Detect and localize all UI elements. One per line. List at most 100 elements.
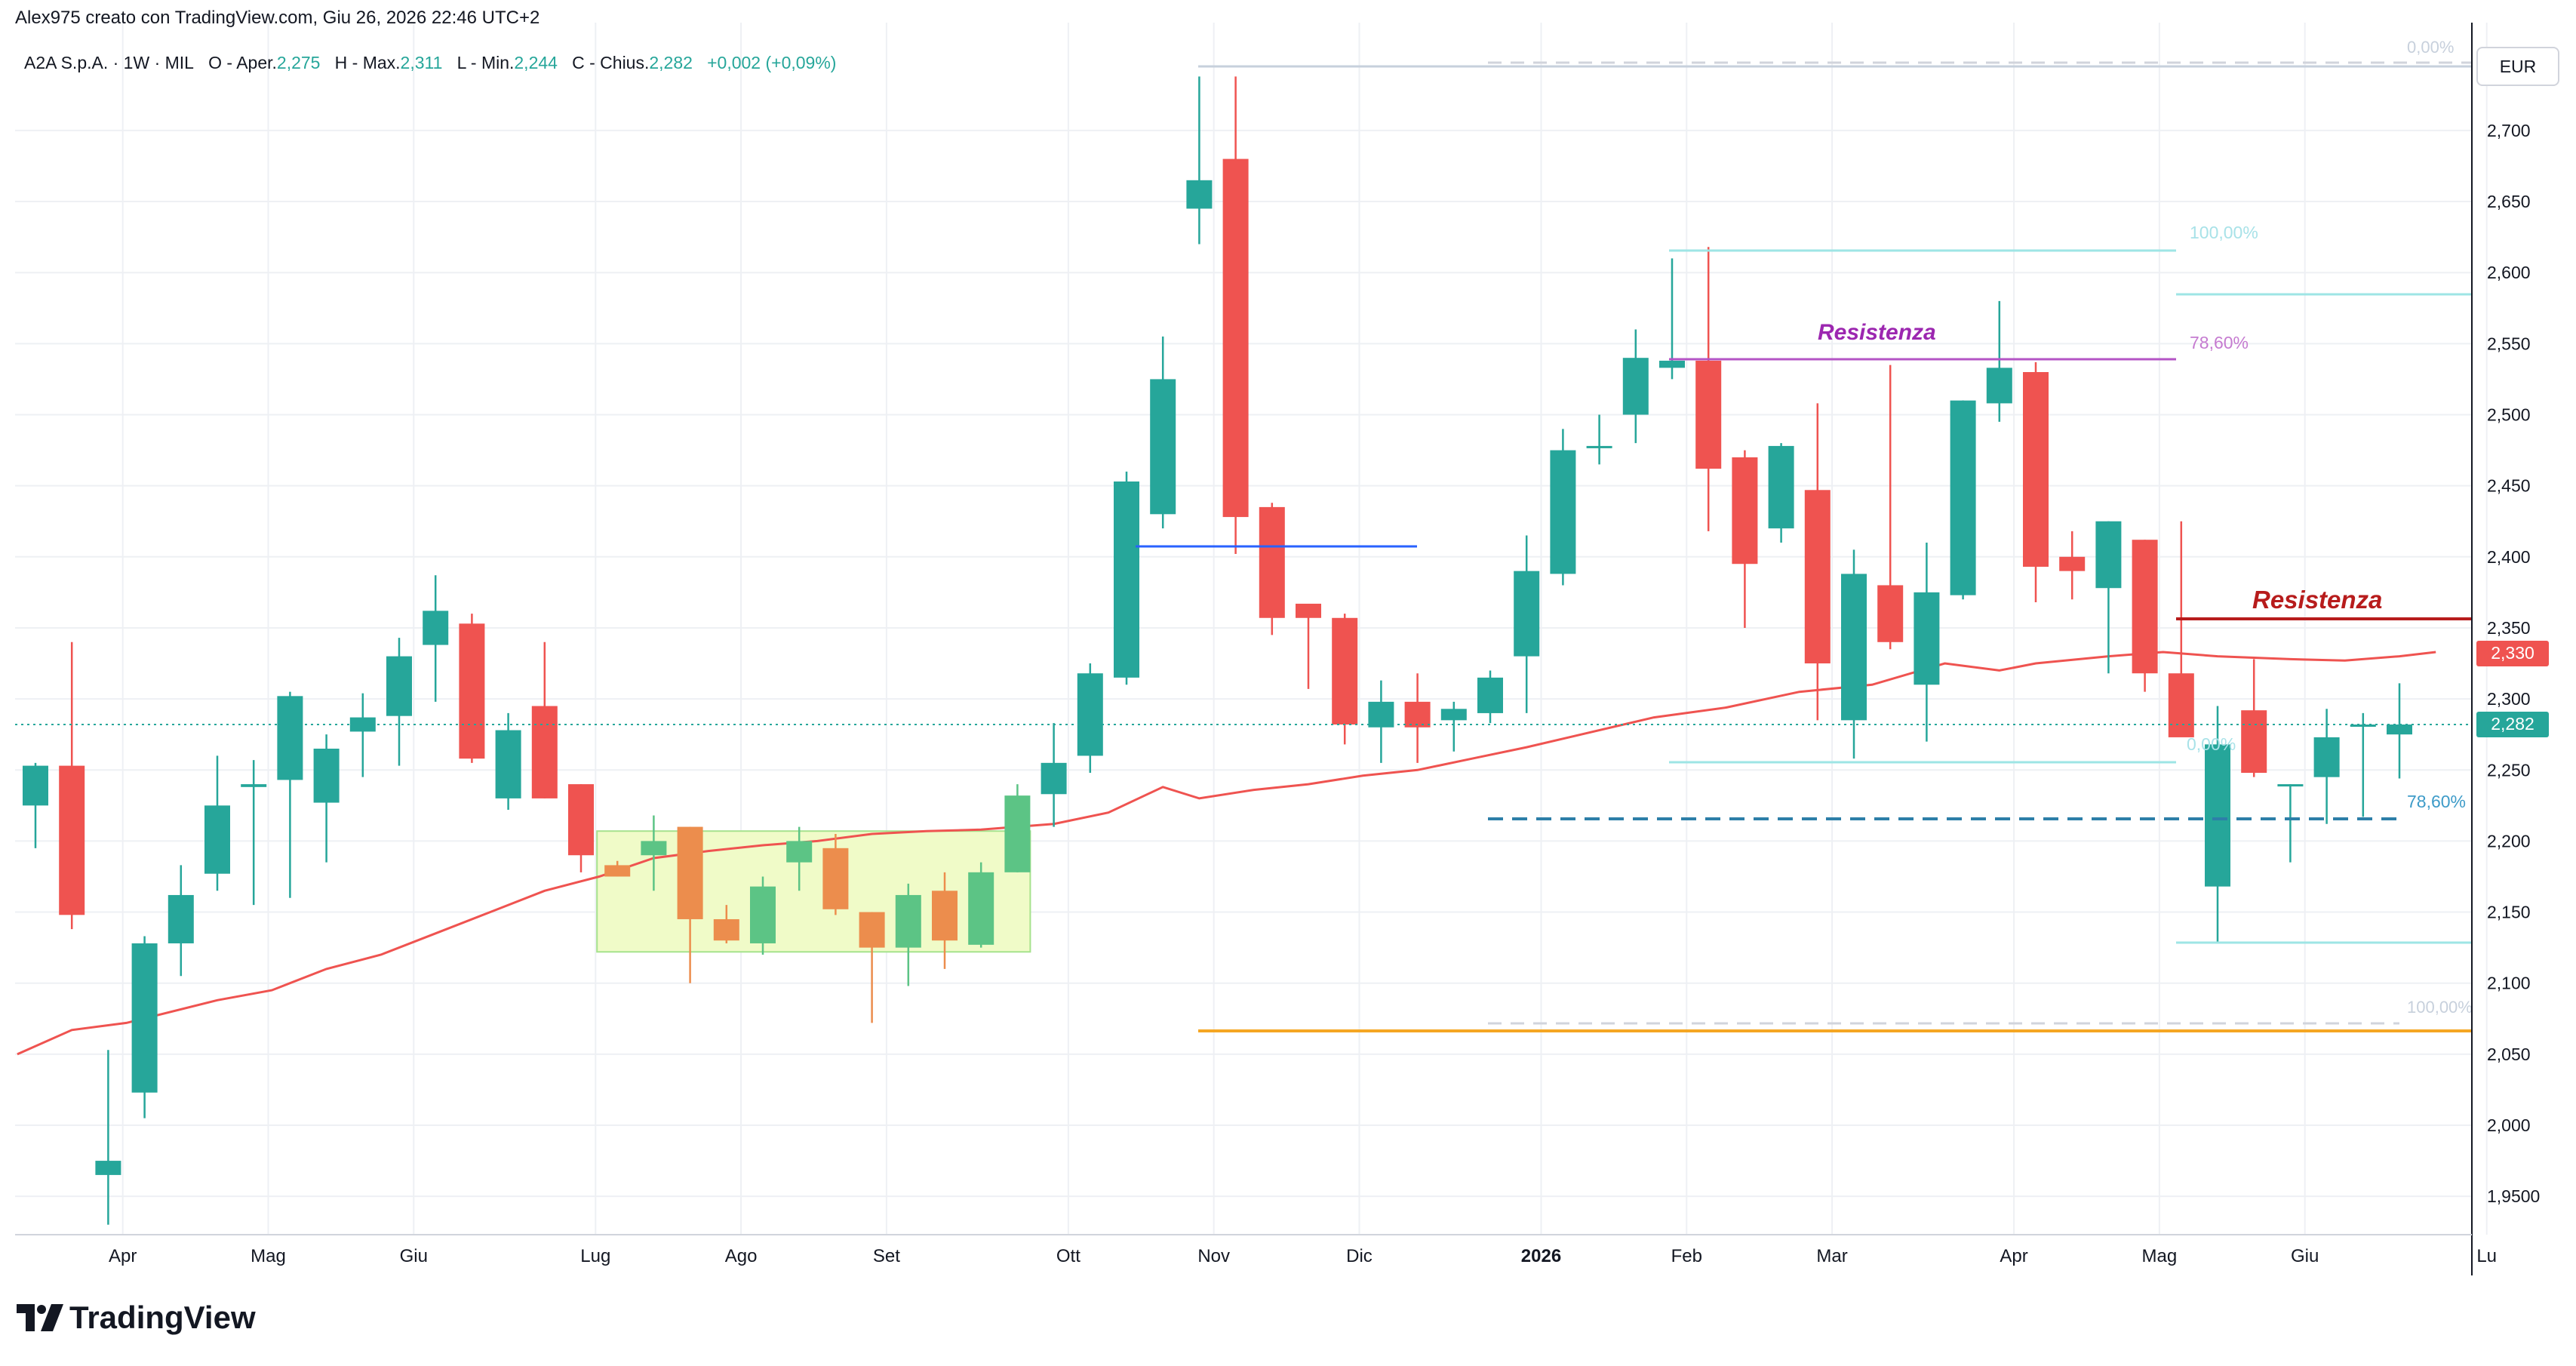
candle[interactable] — [59, 641, 85, 930]
candle[interactable] — [495, 712, 521, 810]
candle[interactable] — [1114, 471, 1139, 685]
candle[interactable] — [2205, 706, 2230, 943]
candle[interactable] — [568, 784, 594, 872]
candle-body — [1404, 701, 1431, 728]
candle[interactable] — [2095, 521, 2122, 674]
candle[interactable] — [822, 833, 849, 915]
candle[interactable] — [1150, 336, 1176, 529]
candle[interactable] — [349, 693, 376, 777]
candle[interactable] — [1004, 784, 1031, 872]
y-tick-label: 2,550 — [2487, 334, 2531, 353]
candle[interactable] — [1877, 365, 1904, 650]
candle-body — [386, 656, 412, 716]
candle[interactable] — [786, 826, 813, 891]
candle[interactable] — [1368, 680, 1394, 763]
candle[interactable] — [2059, 531, 2086, 600]
high-label: H - Max. — [334, 53, 401, 72]
candle[interactable] — [1404, 673, 1431, 763]
candle[interactable] — [168, 865, 194, 977]
y-tick-label: 2,000 — [2487, 1115, 2531, 1135]
candle[interactable] — [859, 912, 885, 1023]
candle[interactable] — [1077, 663, 1103, 774]
candle[interactable] — [2168, 521, 2194, 737]
y-tick-label: 2,450 — [2487, 476, 2531, 496]
x-tick-label: Feb — [1671, 1246, 1702, 1266]
candle[interactable] — [677, 826, 703, 983]
resistance-mid-label[interactable]: Resistenza — [2252, 586, 2382, 614]
candle[interactable] — [131, 936, 158, 1118]
candle-body — [1804, 490, 1831, 664]
candle[interactable] — [1041, 723, 1067, 827]
candle[interactable] — [277, 691, 303, 898]
candle[interactable] — [1186, 76, 1213, 245]
candle[interactable] — [531, 641, 558, 798]
y-tick-label: 2,100 — [2487, 974, 2531, 993]
candle[interactable] — [968, 862, 994, 948]
candle[interactable] — [204, 755, 230, 891]
symbol-legend[interactable]: A2A S.p.A. · 1W · MIL O - Aper.2,275 H -… — [24, 53, 836, 73]
candle-body — [204, 805, 230, 874]
candle[interactable] — [1296, 603, 1321, 689]
candle[interactable] — [2023, 361, 2049, 603]
fib-0-b-label: 0,00% — [2187, 734, 2236, 754]
candle[interactable] — [750, 876, 776, 955]
candle[interactable] — [1440, 701, 1467, 752]
candle[interactable] — [1514, 535, 1540, 713]
candle[interactable] — [1550, 429, 1576, 586]
candle[interactable] — [95, 1050, 121, 1225]
candle-body — [1296, 603, 1321, 618]
candle-body — [822, 848, 849, 909]
candle-body — [1440, 709, 1467, 721]
consolidation-box[interactable] — [596, 830, 1031, 953]
candle-body — [495, 730, 521, 798]
candle[interactable] — [1659, 258, 1685, 380]
candle-body — [1877, 585, 1904, 642]
candle[interactable] — [1914, 542, 1940, 742]
candle[interactable] — [2387, 683, 2412, 779]
candle-body — [2313, 737, 2340, 777]
candle[interactable] — [1768, 443, 1794, 543]
candle[interactable] — [386, 638, 412, 766]
candle[interactable] — [1259, 503, 1285, 635]
candle[interactable] — [241, 760, 267, 906]
candle[interactable] — [313, 734, 340, 863]
candle[interactable] — [1986, 300, 2012, 422]
candle[interactable] — [1622, 329, 1649, 444]
y-tick-label: 2,250 — [2487, 760, 2531, 780]
candle[interactable] — [604, 860, 631, 877]
candle-body — [23, 765, 48, 806]
candle[interactable] — [1841, 549, 1867, 759]
candle[interactable] — [2313, 709, 2340, 824]
candle[interactable] — [713, 905, 739, 943]
y-tick-label: 2,500 — [2487, 405, 2531, 425]
candle[interactable] — [459, 614, 485, 763]
candle[interactable] — [2277, 784, 2304, 863]
candle-body — [968, 872, 994, 945]
candle[interactable] — [932, 872, 958, 969]
candle[interactable] — [1222, 76, 1249, 555]
candle[interactable] — [1732, 450, 1758, 628]
candle[interactable] — [2350, 712, 2376, 817]
x-tick-label: Mar — [1816, 1246, 1847, 1266]
candle[interactable] — [1950, 400, 1976, 600]
resistance-top-label[interactable]: Resistenza — [1818, 320, 1936, 345]
candle[interactable] — [641, 815, 667, 891]
candle[interactable] — [1586, 414, 1612, 465]
candle-body — [1514, 571, 1540, 657]
candle[interactable] — [2132, 540, 2158, 692]
candle-body — [313, 749, 340, 803]
tradingview-logo[interactable]: TradingView — [17, 1300, 256, 1336]
candle[interactable] — [2241, 659, 2267, 777]
candle[interactable] — [1695, 247, 1722, 531]
tradingview-logo-icon — [17, 1304, 63, 1331]
ma-price-tag: 2,330 — [2476, 640, 2549, 666]
candle[interactable] — [423, 575, 449, 702]
currency-selector[interactable]: EUR — [2476, 47, 2559, 86]
candle[interactable] — [1477, 670, 1503, 724]
candle-body — [459, 623, 485, 759]
candle[interactable] — [1332, 614, 1358, 745]
candle[interactable] — [23, 762, 48, 848]
candle[interactable] — [895, 883, 921, 986]
candle[interactable] — [1804, 403, 1831, 721]
